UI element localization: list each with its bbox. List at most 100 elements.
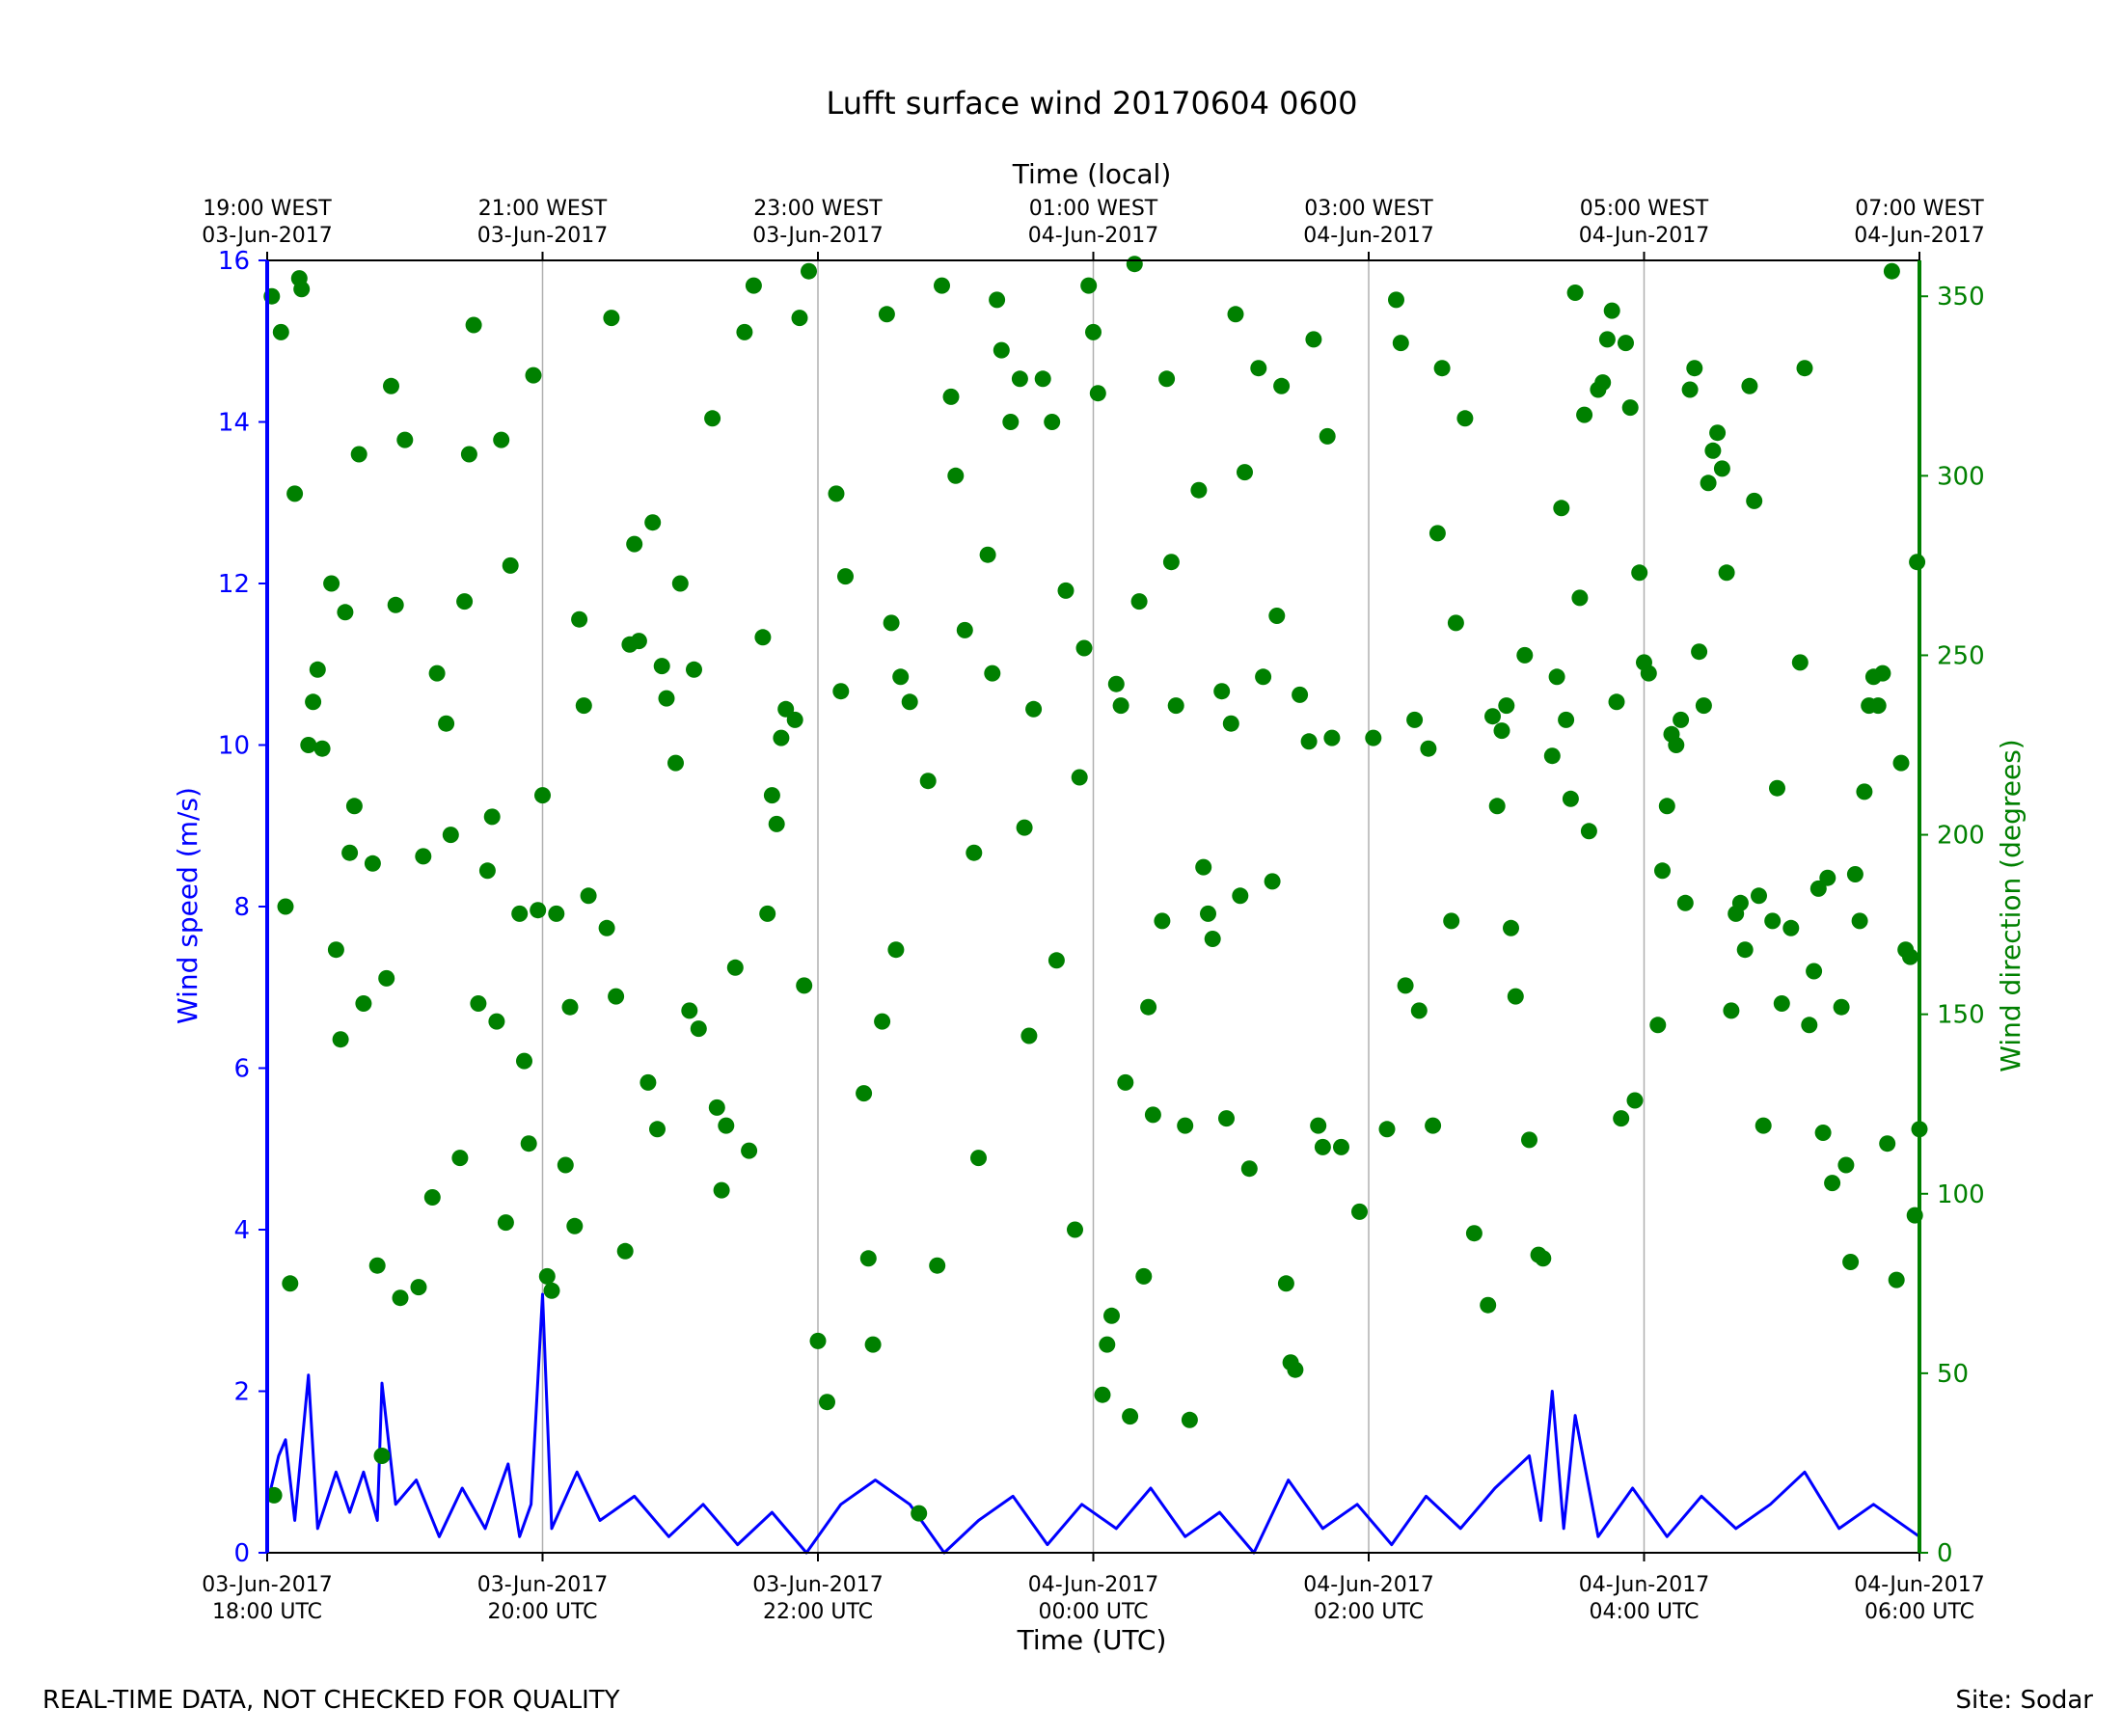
x-tick-label-time: 22:00 UTC xyxy=(763,1600,873,1624)
wind-direction-point xyxy=(1626,1092,1644,1109)
left-axis-label: Wind speed (m/s) xyxy=(172,787,204,1024)
wind-direction-point xyxy=(966,844,983,861)
wind-direction-point xyxy=(1718,564,1735,582)
wind-direction-point xyxy=(649,1121,666,1138)
wind-direction-point xyxy=(1222,715,1239,732)
wind-direction-point xyxy=(451,1150,469,1167)
wind-direction-point xyxy=(470,995,487,1012)
wind-direction-point xyxy=(690,1020,707,1038)
wind-direction-point xyxy=(277,898,294,915)
wind-direction-point xyxy=(1704,442,1722,459)
wind-direction-point xyxy=(1503,919,1519,936)
wind-direction-point xyxy=(345,798,363,815)
x-tick-label-date: 04-Jun-2017 xyxy=(1303,1573,1433,1597)
right-axis-label: Wind direction (degrees) xyxy=(1995,739,2027,1071)
wind-direction-point xyxy=(984,665,1001,682)
wind-direction-point xyxy=(1571,589,1589,607)
x2-tick-label-date: 04-Jun-2017 xyxy=(1028,224,1158,248)
x2-tick-label-date: 04-Jun-2017 xyxy=(1854,224,1984,248)
bottom-axis-label: Time (UTC) xyxy=(1017,1624,1167,1656)
wind-direction-point xyxy=(1631,564,1648,582)
wind-direction-point xyxy=(1144,1106,1161,1124)
wind-direction-point xyxy=(745,277,762,294)
wind-direction-point xyxy=(1447,614,1464,632)
wind-direction-point xyxy=(718,1117,735,1134)
wind-direction-point xyxy=(387,596,404,613)
x-tick-label-date: 04-Jun-2017 xyxy=(1028,1573,1158,1597)
x2-tick-label-date: 04-Jun-2017 xyxy=(1303,224,1433,248)
wind-direction-point xyxy=(979,546,996,563)
wind-direction-point xyxy=(465,316,482,334)
x2-tick-label-time: 23:00 WEST xyxy=(753,197,883,221)
wind-direction-point xyxy=(1154,912,1171,930)
wind-direction-point xyxy=(1433,360,1451,377)
wind-direction-point xyxy=(1535,1250,1552,1267)
wind-direction-point xyxy=(704,410,721,427)
wind-direction-point xyxy=(993,341,1010,359)
wind-direction-point xyxy=(644,514,662,531)
wind-direction-point xyxy=(832,683,850,700)
wind-direction-point xyxy=(1736,941,1754,959)
y-tick-label: 14 xyxy=(218,409,250,438)
wind-direction-point xyxy=(708,1099,725,1116)
wind-direction-point xyxy=(1888,1271,1905,1288)
wind-direction-point xyxy=(796,977,813,994)
wind-direction-point xyxy=(1521,1131,1537,1149)
wind-direction-point xyxy=(1700,475,1717,492)
wind-direction-point xyxy=(934,277,950,294)
wind-direction-point xyxy=(1902,948,1918,965)
wind-direction-point xyxy=(378,969,395,987)
wind-direction-point xyxy=(410,1279,427,1296)
wind-direction-point xyxy=(1277,1275,1294,1292)
wind-direction-point xyxy=(819,1394,835,1411)
wind-direction-point xyxy=(1388,291,1404,309)
wind-direction-point xyxy=(1548,668,1565,686)
wind-direction-point xyxy=(323,575,340,592)
wind-direction-point xyxy=(1103,1307,1120,1324)
wind-direction-point xyxy=(1177,1117,1194,1134)
wind-direction-point xyxy=(608,988,625,1005)
wind-direction-point xyxy=(1392,335,1409,352)
wind-direction-point xyxy=(616,1242,634,1260)
wind-direction-point xyxy=(1741,377,1758,394)
wind-direction-series xyxy=(263,256,1928,1522)
x-tick-label-time: 20:00 UTC xyxy=(487,1600,597,1624)
chart-title: Lufft surface wind 20170604 0600 xyxy=(826,85,1357,122)
wind-direction-point xyxy=(777,700,795,718)
wind-direction-point xyxy=(1117,1073,1134,1091)
y-tick-label: 0 xyxy=(233,1539,250,1568)
wind-direction-point xyxy=(1598,331,1616,348)
wind-direction-point xyxy=(1250,360,1267,377)
wind-direction-point xyxy=(1773,995,1790,1012)
wind-direction-point xyxy=(1047,952,1065,969)
wind-direction-point xyxy=(1883,262,1900,280)
wind-direction-point xyxy=(1713,460,1730,477)
wind-direction-point xyxy=(1287,1361,1304,1378)
wind-direction-point xyxy=(1543,747,1561,765)
wind-direction-point xyxy=(1465,1225,1483,1242)
wind-direction-point xyxy=(791,310,808,327)
wind-direction-point xyxy=(1314,1138,1331,1155)
wind-direction-point xyxy=(763,787,780,804)
wind-direction-point xyxy=(502,556,519,574)
wind-direction-point xyxy=(1746,492,1763,509)
wind-direction-point xyxy=(1837,1156,1855,1174)
wind-direction-point xyxy=(1094,1386,1111,1403)
wind-direction-point xyxy=(1842,1254,1860,1270)
wind-direction-point xyxy=(1181,1411,1198,1428)
wind-direction-point xyxy=(658,690,675,707)
y-tick-label: 12 xyxy=(218,570,250,599)
x2-tick-label-time: 03:00 WEST xyxy=(1304,197,1433,221)
wind-direction-point xyxy=(497,1214,514,1232)
wind-direction-point xyxy=(488,1013,505,1030)
y2-tick-label: 250 xyxy=(1937,641,1985,670)
wind-direction-point xyxy=(947,467,965,484)
wind-direction-point xyxy=(1204,931,1221,947)
wind-direction-point xyxy=(887,941,905,959)
gridlines xyxy=(541,260,1646,1553)
wind-direction-point xyxy=(911,1505,928,1522)
wind-direction-point xyxy=(874,1013,891,1030)
wind-direction-point xyxy=(837,568,854,585)
wind-direction-point xyxy=(392,1289,409,1307)
wind-direction-point xyxy=(741,1142,758,1159)
